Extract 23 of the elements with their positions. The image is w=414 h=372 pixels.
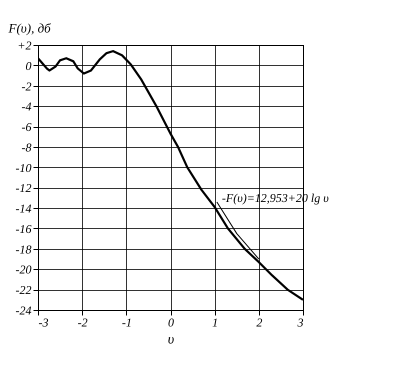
y-tick-label: -8	[22, 140, 32, 154]
y-tick-label: +2	[17, 38, 32, 52]
y-tick-label: -12	[16, 181, 32, 196]
x-tick-label: 2	[256, 316, 262, 330]
x-tick-label: -1	[122, 316, 132, 330]
y-tick-label: -16	[16, 222, 32, 236]
y-tick-label: -14	[16, 202, 32, 216]
y-tick-label: -18	[16, 242, 32, 256]
y-tick-label: -20	[16, 262, 32, 277]
x-tick-label: 0	[168, 316, 174, 330]
y-axis-title: F(υ), дб	[8, 20, 52, 36]
y-tick-label: -22	[16, 283, 32, 298]
y-tick-label: 0	[26, 58, 32, 73]
y-tick-label: -10	[16, 160, 32, 175]
y-tick-label: -4	[22, 100, 32, 114]
x-tick-label: -3	[38, 316, 48, 330]
x-tick-label: -2	[78, 316, 88, 330]
y-tick-label: -24	[16, 304, 32, 318]
x-tick-label: 3	[296, 316, 304, 330]
x-tick-label: 1	[212, 316, 218, 330]
y-tick-label: -2	[22, 79, 32, 94]
x-axis-title: υ	[168, 332, 174, 348]
y-tick-label: -6	[22, 120, 32, 134]
